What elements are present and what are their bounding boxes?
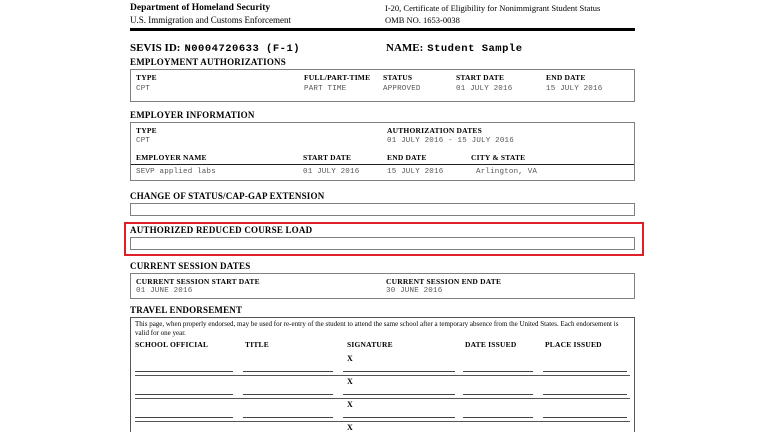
employment-authorizations-table: TYPE FULL/PART-TIME STATUS START DATE EN… [130, 69, 635, 102]
date-issued-line [463, 394, 533, 395]
date-issued-line [463, 371, 533, 372]
employer-columns-band: EMPLOYER NAME START DATE END DATE CITY &… [131, 151, 634, 165]
title-line [243, 417, 333, 418]
signature-line [343, 417, 455, 418]
form-title-block: I-20, Certificate of Eligibility for Non… [385, 3, 635, 26]
omb-number: OMB NO. 1653-0038 [385, 14, 460, 25]
signature-x-mark: X [347, 377, 353, 386]
session-start-label: CURRENT SESSION START DATE [136, 277, 260, 286]
value-employer-name: SEVP applied labs [136, 168, 216, 176]
document-body: Department of Homeland Security U.S. Imm… [124, 0, 644, 432]
agency-title: Department of Homeland Security [130, 3, 271, 13]
sevis-id-label: SEVIS ID: [130, 42, 181, 54]
col-header-enddate: END DATE [546, 73, 586, 82]
col-header-employer-name: EMPLOYER NAME [136, 153, 207, 162]
signature-x-mark: X [347, 400, 353, 409]
title-line [243, 371, 333, 372]
place-issued-line [543, 371, 627, 372]
school-official-line [135, 417, 233, 418]
employer-information-heading: EMPLOYER INFORMATION [130, 110, 255, 120]
signature-row-3: X [135, 399, 630, 422]
signature-line [343, 371, 455, 372]
value-type: CPT [136, 85, 151, 93]
session-end-label: CURRENT SESSION END DATE [386, 277, 502, 286]
form-title: I-20, Certificate of Eligibility for Non… [385, 3, 601, 13]
employer-type-label: TYPE [136, 126, 157, 135]
col-header-fullparttime: FULL/PART-TIME [304, 73, 371, 82]
col-header-signature: SIGNATURE [347, 340, 393, 349]
employment-authorizations-heading: EMPLOYMENT AUTHORIZATIONS [130, 57, 286, 67]
session-start-value: 01 JUNE 2016 [136, 287, 193, 295]
identity-row: SEVIS ID: N0004720633 (F-1) NAME: Studen… [130, 38, 635, 56]
value-employer-end: 15 JULY 2016 [387, 168, 444, 176]
name-value: Student Sample [427, 43, 523, 55]
col-header-school-official: SCHOOL OFFICIAL [135, 340, 209, 349]
date-issued-line [463, 417, 533, 418]
value-fullparttime: PART TIME [304, 85, 347, 93]
travel-endorsement-heading: TRAVEL ENDORSEMENT [130, 305, 243, 315]
authorization-dates-label: AUTHORIZATION DATES [387, 126, 482, 135]
signature-row-4: X [135, 422, 630, 432]
authorization-dates-value: 01 JULY 2016 - 15 JULY 2016 [387, 137, 514, 145]
value-employer-start: 01 JULY 2016 [303, 168, 360, 176]
employer-type-value: CPT [136, 137, 151, 145]
change-of-status-field[interactable] [130, 203, 635, 216]
travel-endorsement-table: This page, when properly endorsed, may b… [130, 317, 635, 432]
current-session-table: CURRENT SESSION START DATE CURRENT SESSI… [130, 273, 635, 299]
col-header-type: TYPE [136, 73, 157, 82]
employer-information-table: TYPE AUTHORIZATION DATES CPT 01 JULY 201… [130, 122, 635, 181]
col-header-city-state: CITY & STATE [471, 153, 526, 162]
current-session-heading: CURRENT SESSION DATES [130, 261, 251, 271]
name-label: NAME: [386, 42, 424, 54]
signature-x-mark: X [347, 354, 353, 363]
place-issued-line [543, 417, 627, 418]
col-header-startdate: START DATE [456, 73, 505, 82]
travel-endorsement-note: This page, when properly endorsed, may b… [135, 320, 619, 337]
header-divider [130, 28, 635, 31]
agency-subtitle: U.S. Immigration and Customs Enforcement [130, 14, 291, 25]
session-end-value: 30 JUNE 2016 [386, 287, 443, 295]
col-header-employer-end: END DATE [387, 153, 427, 162]
value-status: APPROVED [383, 85, 421, 93]
form-header: Department of Homeland Security U.S. Imm… [130, 0, 635, 26]
value-city-state: Arlington, VA [476, 168, 538, 176]
reduced-course-load-heading: AUTHORIZED REDUCED COURSE LOAD [130, 225, 313, 235]
school-official-line [135, 371, 233, 372]
reduced-course-load-highlight: AUTHORIZED REDUCED COURSE LOAD [124, 222, 644, 256]
travel-columns-row: SCHOOL OFFICIAL TITLE SIGNATURE DATE ISS… [135, 340, 630, 353]
col-header-date-issued: DATE ISSUED [465, 340, 517, 349]
place-issued-line [543, 394, 627, 395]
col-header-employer-start: START DATE [303, 153, 352, 162]
school-official-line [135, 394, 233, 395]
signature-row-2: X [135, 376, 630, 399]
agency-block: Department of Homeland Security U.S. Imm… [130, 3, 385, 26]
name-block: NAME: Student Sample [386, 38, 523, 56]
signature-line [343, 394, 455, 395]
col-header-place-issued: PLACE ISSUED [545, 340, 602, 349]
value-startdate: 01 JULY 2016 [456, 85, 513, 93]
signature-row-1: X [135, 353, 630, 376]
col-header-title: TITLE [245, 340, 269, 349]
change-of-status-heading: CHANGE OF STATUS/CAP-GAP EXTENSION [130, 191, 325, 201]
sevis-id-value: N0004720633 (F-1) [184, 43, 301, 55]
reduced-course-load-field[interactable] [130, 237, 635, 250]
title-line [243, 394, 333, 395]
col-header-status: STATUS [383, 73, 413, 82]
value-enddate: 15 JULY 2016 [546, 85, 603, 93]
signature-x-mark: X [347, 423, 353, 432]
